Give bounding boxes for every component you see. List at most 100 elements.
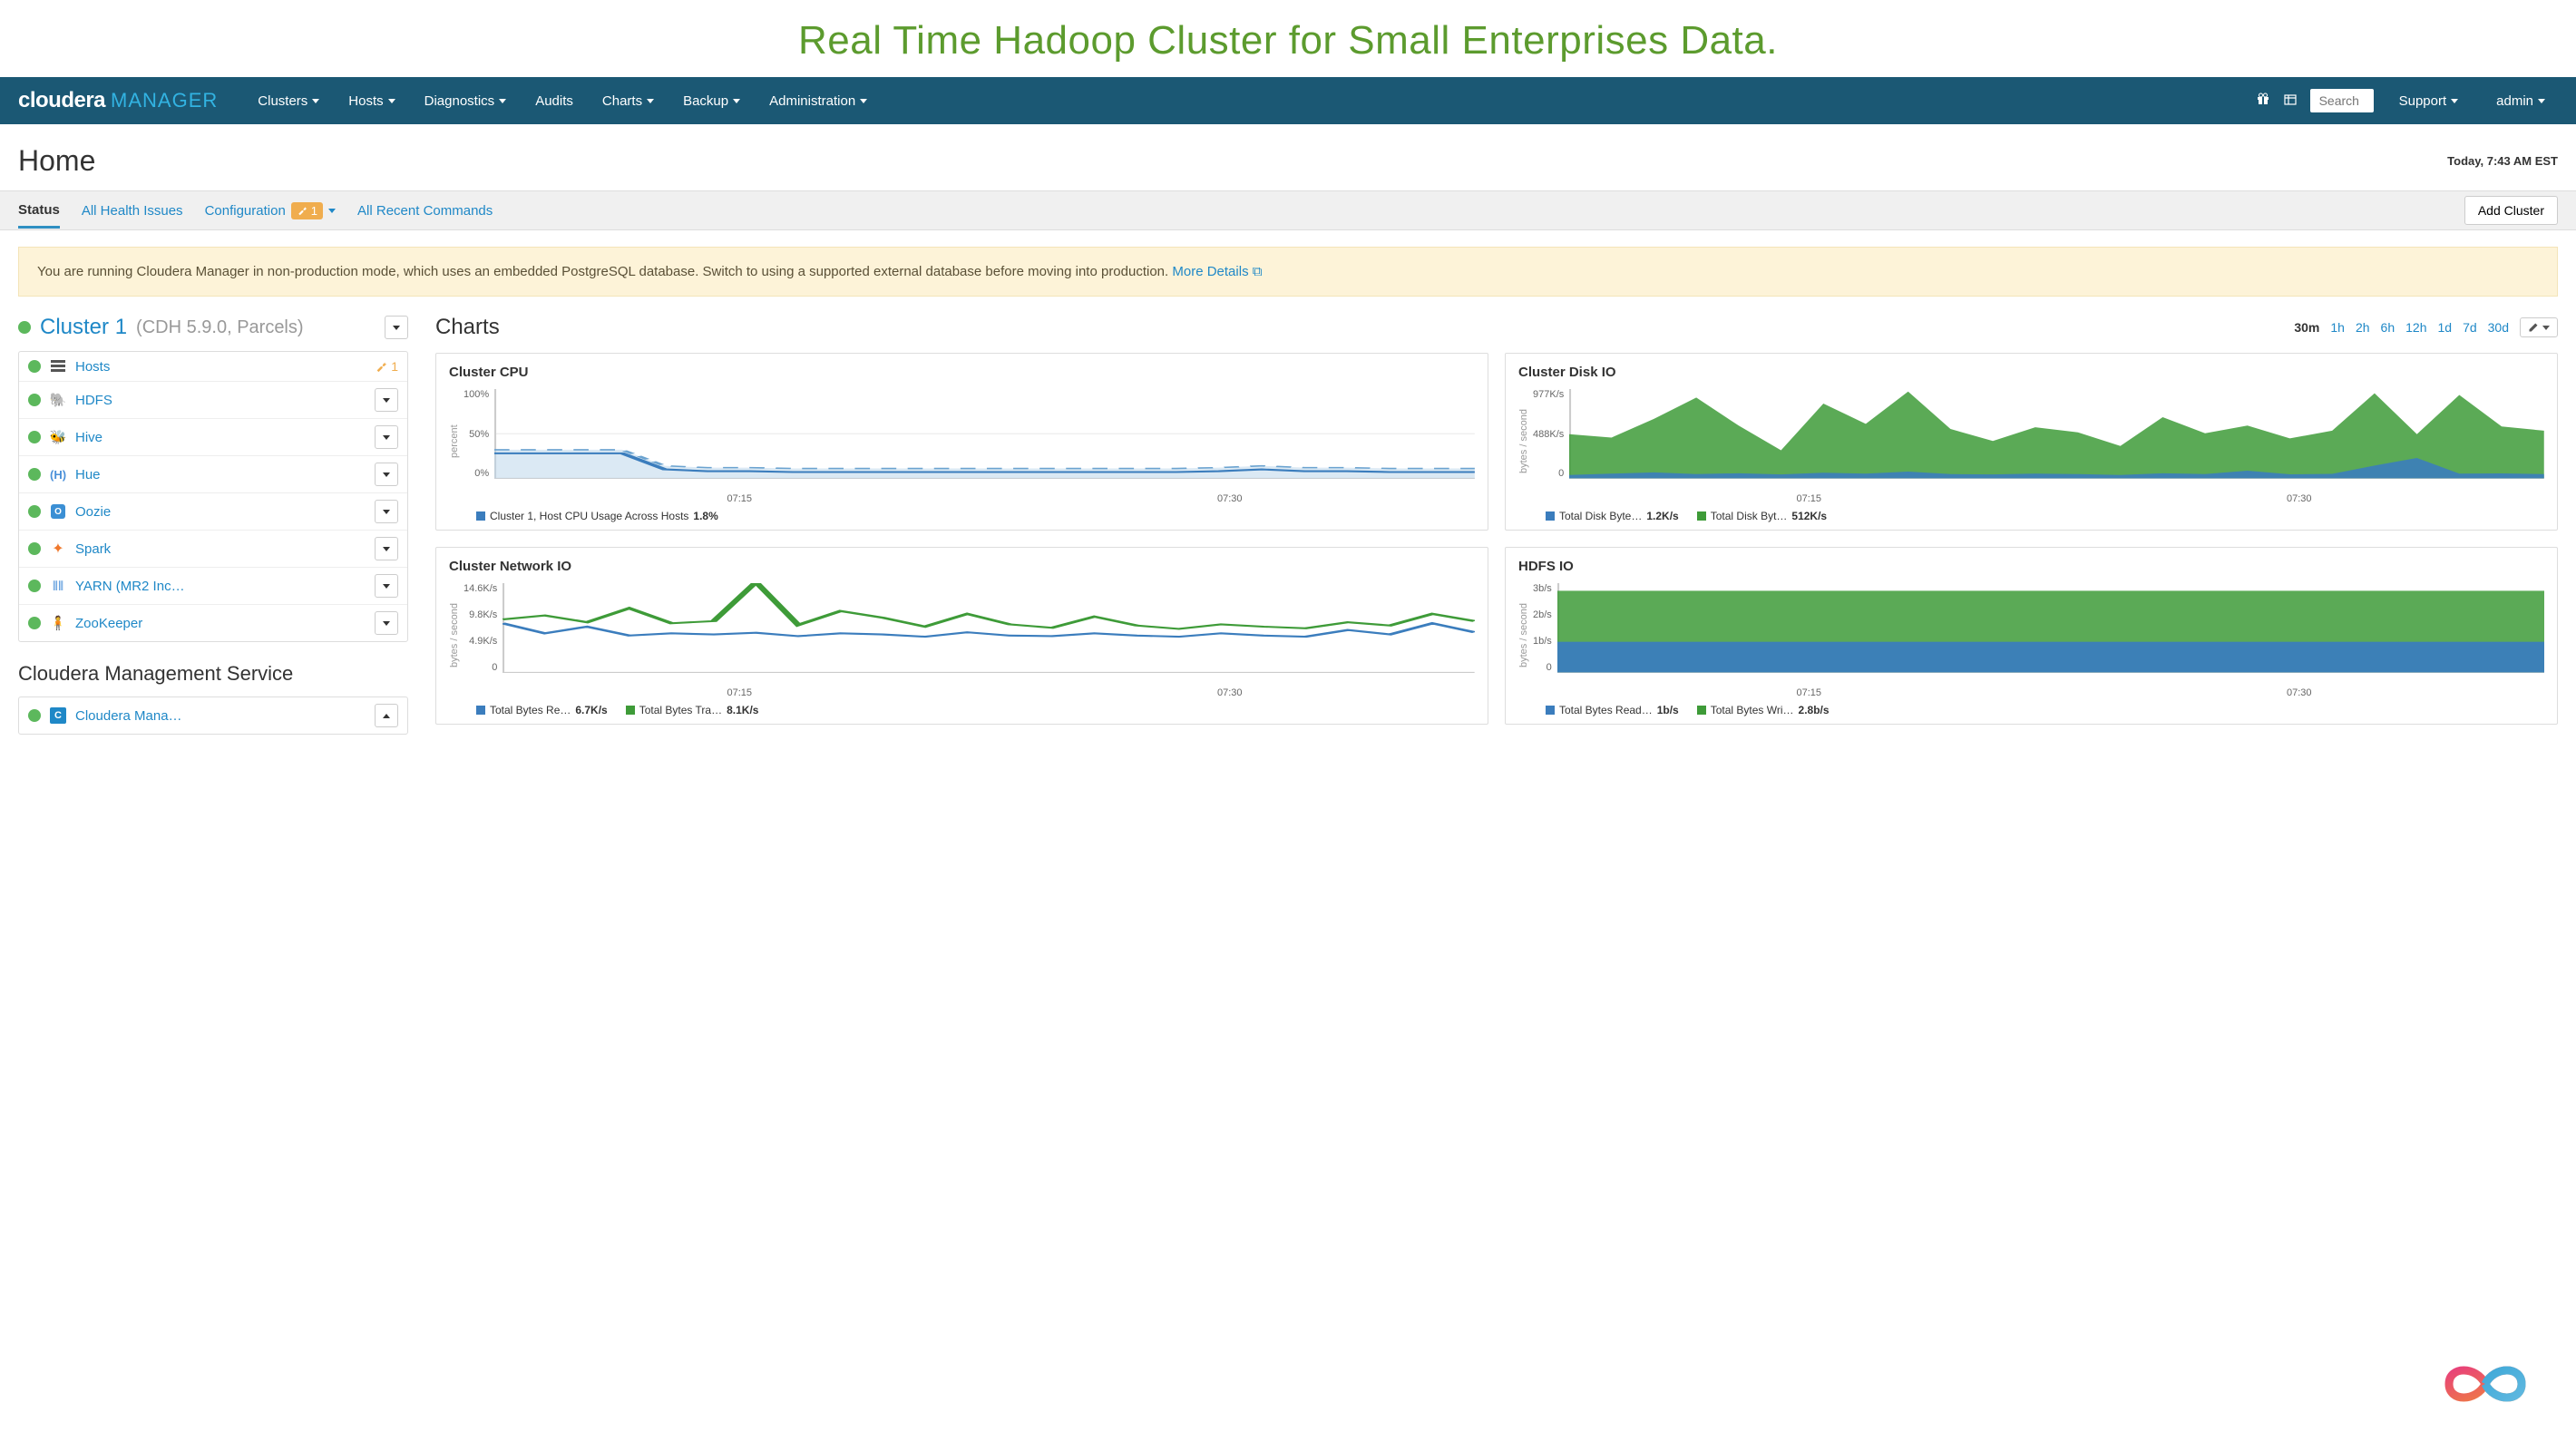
service-name-link[interactable]: Oozie <box>75 504 366 520</box>
caret-down-icon <box>860 99 867 103</box>
cluster-version: (CDH 5.9.0, Parcels) <box>136 317 304 338</box>
nav-administration[interactable]: Administration <box>756 86 880 116</box>
status-dot-green-icon <box>28 360 41 373</box>
status-dot-green-icon <box>28 431 41 443</box>
oozie-icon: O <box>50 503 66 520</box>
mgmt-service-title: Cloudera Management Service <box>18 662 408 686</box>
wrench-icon <box>297 205 307 216</box>
chart-title: Cluster CPU <box>449 365 1475 380</box>
service-name-link[interactable]: Hosts <box>75 359 366 375</box>
time-range-1h[interactable]: 1h <box>2330 320 2345 335</box>
legend-item: Total Disk Byt… 512K/s <box>1697 510 1827 522</box>
time-range-7d[interactable]: 7d <box>2463 320 2477 335</box>
page-header: Home Today, 7:43 AM EST <box>0 124 2576 190</box>
chart-card: Cluster Network IO bytes / second 14.6K/… <box>435 547 1488 725</box>
time-range-2h[interactable]: 2h <box>2356 320 2370 335</box>
charts-title: Charts <box>435 315 500 340</box>
zk-icon: 🧍 <box>50 615 66 631</box>
service-row: ⦀⦀ YARN (MR2 Inc… <box>19 568 407 605</box>
nav-clusters[interactable]: Clusters <box>245 86 332 116</box>
x-axis-ticks: 07:1507:30 <box>449 493 1475 504</box>
spark-icon: ✦ <box>50 541 66 557</box>
service-name-link[interactable]: Cloudera Mana… <box>75 708 366 724</box>
support-menu[interactable]: Support <box>2386 86 2472 116</box>
user-menu[interactable]: admin <box>2483 86 2558 116</box>
y-axis-label: bytes / second <box>1518 583 1529 687</box>
navbar: cloudera MANAGER ClustersHostsDiagnostic… <box>0 77 2576 124</box>
cluster-actions-dropdown[interactable] <box>385 316 408 339</box>
nav-audits[interactable]: Audits <box>522 86 586 116</box>
legend-item: Cluster 1, Host CPU Usage Across Hosts 1… <box>476 510 718 522</box>
caret-down-icon <box>383 621 390 626</box>
service-row: ✦ Spark <box>19 531 407 568</box>
service-row: 🐘 HDFS <box>19 382 407 419</box>
caret-down-icon <box>2451 99 2458 103</box>
alert-more-details-link[interactable]: More Details ⧉ <box>1172 264 1262 279</box>
service-name-link[interactable]: Hue <box>75 467 366 482</box>
config-warn-badge: 1 <box>291 202 323 219</box>
chart-plot <box>494 389 1475 493</box>
nav-backup[interactable]: Backup <box>670 86 753 116</box>
parcel-icon[interactable] <box>2283 92 2298 111</box>
service-name-link[interactable]: Hive <box>75 430 366 445</box>
y-axis-ticks: 14.6K/s9.8K/s4.9K/s0 <box>460 583 503 687</box>
tab-status[interactable]: Status <box>18 193 60 229</box>
nav-hosts[interactable]: Hosts <box>336 86 407 116</box>
status-dot-green-icon <box>28 505 41 518</box>
time-range-1d[interactable]: 1d <box>2437 320 2452 335</box>
hosts-icon <box>50 358 66 375</box>
brand-product: MANAGER <box>111 89 218 112</box>
status-dot-green-icon <box>28 468 41 481</box>
cloudera-icon: C <box>50 707 66 724</box>
tab-recent-commands[interactable]: All Recent Commands <box>357 194 493 228</box>
caret-down-icon <box>383 435 390 440</box>
chart-title: Cluster Disk IO <box>1518 365 2544 380</box>
chart-card: Cluster Disk IO bytes / second 977K/s488… <box>1505 353 2558 531</box>
service-name-link[interactable]: ZooKeeper <box>75 616 366 631</box>
service-actions-dropdown[interactable] <box>375 574 398 598</box>
status-dot-green-icon <box>28 542 41 555</box>
search-input[interactable] <box>2310 89 2374 112</box>
legend-item: Total Bytes Tra… 8.1K/s <box>626 704 759 716</box>
gift-icon[interactable] <box>2256 92 2270 111</box>
legend-item: Total Bytes Re… 6.7K/s <box>476 704 608 716</box>
status-dot-green-icon <box>28 580 41 592</box>
service-actions-dropdown[interactable] <box>375 704 398 727</box>
cluster-name-link[interactable]: Cluster 1 <box>40 315 127 340</box>
tab-configuration[interactable]: Configuration 1 <box>205 193 336 229</box>
time-range-12h[interactable]: 12h <box>2405 320 2426 335</box>
chart-title: Cluster Network IO <box>449 559 1475 574</box>
service-actions-dropdown[interactable] <box>375 537 398 560</box>
time-range-6h[interactable]: 6h <box>2381 320 2395 335</box>
nav-diagnostics[interactable]: Diagnostics <box>412 86 520 116</box>
brand-logo[interactable]: cloudera MANAGER <box>18 88 218 113</box>
hdfs-icon: 🐘 <box>50 392 66 408</box>
y-axis-ticks: 100%50%0% <box>460 389 494 493</box>
y-axis-label: percent <box>449 389 460 493</box>
cluster-header: Cluster 1 (CDH 5.9.0, Parcels) <box>18 315 408 340</box>
nav-charts[interactable]: Charts <box>590 86 667 116</box>
time-range-30d[interactable]: 30d <box>2488 320 2509 335</box>
service-row: 🧍 ZooKeeper <box>19 605 407 641</box>
chart-plot <box>1569 389 2544 493</box>
service-actions-dropdown[interactable] <box>375 463 398 486</box>
y-axis-ticks: 3b/s2b/s1b/s0 <box>1529 583 1557 687</box>
time-range-30m[interactable]: 30m <box>2294 320 2319 335</box>
legend-item: Total Bytes Wri… 2.8b/s <box>1697 704 1830 716</box>
add-cluster-button[interactable]: Add Cluster <box>2464 196 2558 225</box>
service-name-link[interactable]: Spark <box>75 541 366 557</box>
service-actions-dropdown[interactable] <box>375 425 398 449</box>
service-name-link[interactable]: HDFS <box>75 393 366 408</box>
edit-charts-button[interactable] <box>2520 317 2558 337</box>
service-name-link[interactable]: YARN (MR2 Inc… <box>75 579 366 594</box>
service-actions-dropdown[interactable] <box>375 611 398 635</box>
service-actions-dropdown[interactable] <box>375 388 398 412</box>
tab-health-issues[interactable]: All Health Issues <box>82 194 183 228</box>
page-timestamp: Today, 7:43 AM EST <box>2447 154 2558 168</box>
caret-down-icon <box>388 99 395 103</box>
caret-down-icon <box>383 547 390 551</box>
x-axis-ticks: 07:1507:30 <box>449 687 1475 698</box>
y-axis-label: bytes / second <box>1518 389 1529 493</box>
service-actions-dropdown[interactable] <box>375 500 398 523</box>
caret-down-icon <box>2538 99 2545 103</box>
